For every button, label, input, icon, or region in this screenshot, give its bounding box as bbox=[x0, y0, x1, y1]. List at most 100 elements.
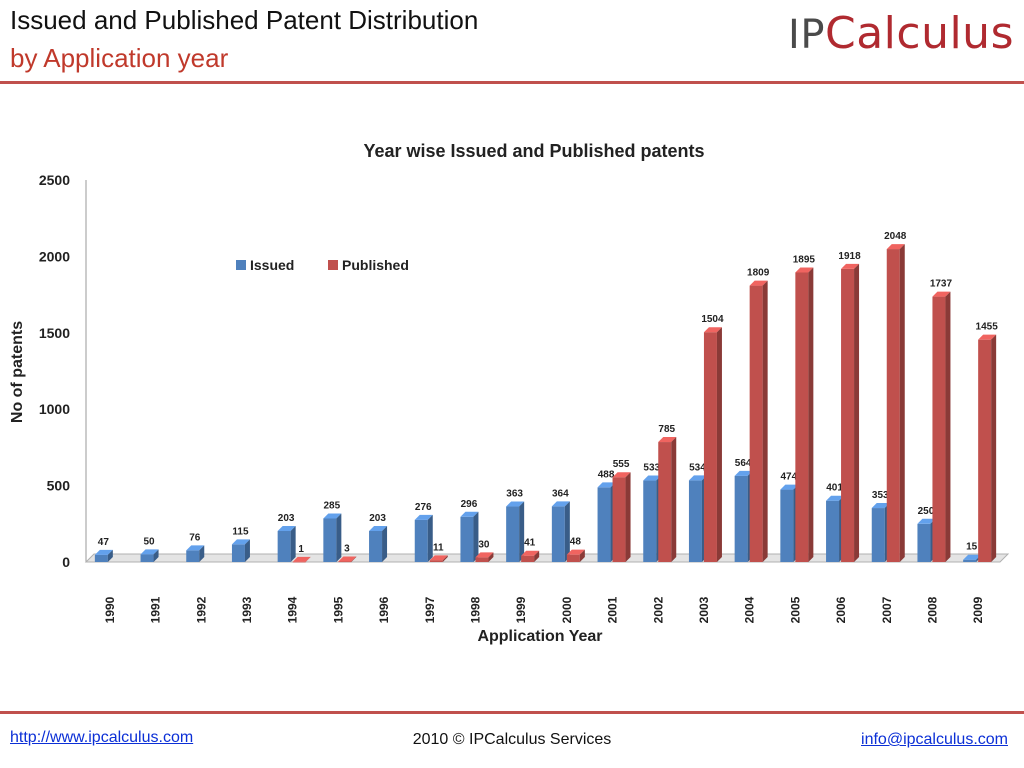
bar-side-issued-1995 bbox=[336, 513, 342, 562]
bar-issued-1995 bbox=[323, 518, 337, 562]
bar-top-issued-1994 bbox=[277, 525, 296, 531]
logo-ip-text: IP bbox=[788, 12, 825, 58]
data-label-issued-2008: 250 bbox=[918, 506, 935, 517]
y-tick-label: 0 bbox=[62, 554, 70, 570]
data-label-published-1994: 1 bbox=[298, 544, 304, 555]
bar-top-issued-1995 bbox=[323, 513, 342, 519]
y-tick-label: 1500 bbox=[39, 325, 70, 341]
x-tick-label: 2008 bbox=[925, 596, 939, 623]
bar-top-published-1998 bbox=[475, 552, 494, 558]
bar-side-issued-1996 bbox=[382, 525, 388, 562]
bar-published-1998 bbox=[475, 557, 489, 562]
bar-side-published-2004 bbox=[762, 280, 768, 562]
x-tick-label: 2002 bbox=[651, 596, 665, 623]
bar-side-issued-2000 bbox=[564, 501, 570, 562]
bar-top-issued-2007 bbox=[871, 503, 890, 509]
x-tick-label: 2009 bbox=[971, 596, 985, 623]
website-link[interactable]: http://www.ipcalculus.com bbox=[10, 729, 194, 746]
bar-published-2003 bbox=[703, 332, 717, 562]
bar-published-2004 bbox=[749, 285, 763, 562]
header-divider bbox=[0, 81, 1024, 84]
bar-side-published-1998 bbox=[488, 552, 494, 562]
bar-side-published-2000 bbox=[579, 549, 585, 562]
bar-published-1995 bbox=[338, 561, 352, 563]
footer-divider bbox=[0, 711, 1024, 714]
data-label-published-2000: 48 bbox=[570, 537, 582, 548]
bar-top-published-1995 bbox=[338, 556, 357, 562]
data-label-published-1998: 30 bbox=[478, 539, 490, 550]
bar-top-published-2000 bbox=[566, 549, 585, 555]
x-tick-label: 2005 bbox=[788, 596, 802, 623]
bar-top-issued-1993 bbox=[231, 539, 250, 545]
bar-top-issued-1996 bbox=[369, 525, 388, 531]
bar-published-2005 bbox=[795, 272, 809, 562]
data-label-published-2005: 1895 bbox=[793, 254, 816, 265]
bar-top-issued-1997 bbox=[414, 514, 433, 520]
x-tick-label: 1998 bbox=[468, 596, 482, 623]
x-tick-label: 2003 bbox=[697, 596, 711, 623]
data-label-issued-2002: 533 bbox=[643, 463, 660, 474]
bar-published-2006 bbox=[841, 268, 855, 562]
bar-issued-1992 bbox=[186, 550, 200, 562]
y-tick-label: 2000 bbox=[39, 248, 70, 264]
data-label-issued-1993: 115 bbox=[232, 526, 249, 537]
x-tick-label: 1991 bbox=[149, 596, 163, 623]
legend-label-published: Published bbox=[342, 257, 409, 273]
data-label-published-2006: 1918 bbox=[838, 251, 861, 262]
bar-issued-2009 bbox=[963, 559, 977, 562]
patent-bar-chart: Year wise Issued and Published patents 0 5… bbox=[9, 141, 1010, 645]
bar-top-issued-2000 bbox=[551, 501, 570, 507]
bar-side-issued-1990 bbox=[107, 549, 113, 562]
y-tick-label: 500 bbox=[47, 478, 71, 494]
data-label-issued-1992: 76 bbox=[189, 532, 201, 543]
x-axis-label: Application Year bbox=[477, 628, 602, 645]
data-label-issued-2005: 474 bbox=[781, 472, 798, 483]
bar-issued-1991 bbox=[140, 554, 154, 562]
bar-side-published-2002 bbox=[671, 437, 677, 562]
y-axis-label: No of patents bbox=[9, 321, 26, 423]
bar-top-issued-2009 bbox=[963, 554, 982, 560]
bar-top-issued-1998 bbox=[460, 511, 479, 517]
bar-side-issued-1991 bbox=[153, 549, 159, 562]
data-label-issued-2001: 488 bbox=[598, 469, 615, 480]
x-tick-label: 1993 bbox=[240, 596, 254, 623]
y-tick-label: 1000 bbox=[39, 401, 70, 417]
data-label-published-2001: 555 bbox=[613, 459, 630, 470]
bar-top-issued-2008 bbox=[917, 518, 936, 524]
bar-side-published-1999 bbox=[534, 550, 540, 562]
bar-top-issued-1999 bbox=[506, 501, 525, 507]
bar-published-1994 bbox=[292, 561, 306, 563]
x-tick-label: 1999 bbox=[514, 596, 528, 623]
x-tick-label: 2004 bbox=[743, 596, 757, 623]
bar-side-issued-1999 bbox=[519, 501, 525, 562]
data-label-published-2002: 785 bbox=[658, 424, 675, 435]
bar-issued-1998 bbox=[460, 516, 474, 562]
legend-swatch-published bbox=[328, 260, 338, 270]
bar-issued-1993 bbox=[231, 544, 245, 562]
bar-side-issued-1997 bbox=[427, 514, 433, 562]
bar-top-issued-2003 bbox=[688, 475, 707, 481]
data-label-issued-2009: 15 bbox=[966, 542, 978, 553]
email-link[interactable]: info@ipcalculus.com bbox=[861, 731, 1008, 748]
bar-side-issued-1993 bbox=[244, 539, 250, 562]
x-tick-label: 1996 bbox=[377, 596, 391, 623]
bar-top-issued-2002 bbox=[643, 475, 662, 481]
ipcalculus-logo: IPCalculus bbox=[788, 4, 1014, 65]
bar-top-issued-1990 bbox=[94, 549, 113, 555]
bar-side-issued-1992 bbox=[199, 545, 205, 562]
bar-top-issued-2006 bbox=[826, 495, 845, 501]
legend-label-issued: Issued bbox=[250, 257, 294, 273]
bar-top-issued-1991 bbox=[140, 549, 159, 555]
data-label-issued-2003: 534 bbox=[689, 462, 706, 473]
data-label-published-1999: 41 bbox=[524, 538, 536, 549]
bar-side-published-2008 bbox=[945, 291, 951, 562]
data-label-published-2008: 1737 bbox=[930, 279, 953, 290]
data-label-issued-1994: 203 bbox=[278, 513, 295, 524]
bar-published-2007 bbox=[886, 249, 900, 562]
data-label-published-2003: 1504 bbox=[701, 314, 724, 325]
bar-side-published-1995 bbox=[351, 556, 357, 562]
bar-published-2009 bbox=[978, 339, 992, 562]
data-label-published-2007: 2048 bbox=[884, 231, 907, 242]
bar-side-published-2005 bbox=[808, 267, 814, 562]
bar-issued-2008 bbox=[917, 523, 931, 562]
